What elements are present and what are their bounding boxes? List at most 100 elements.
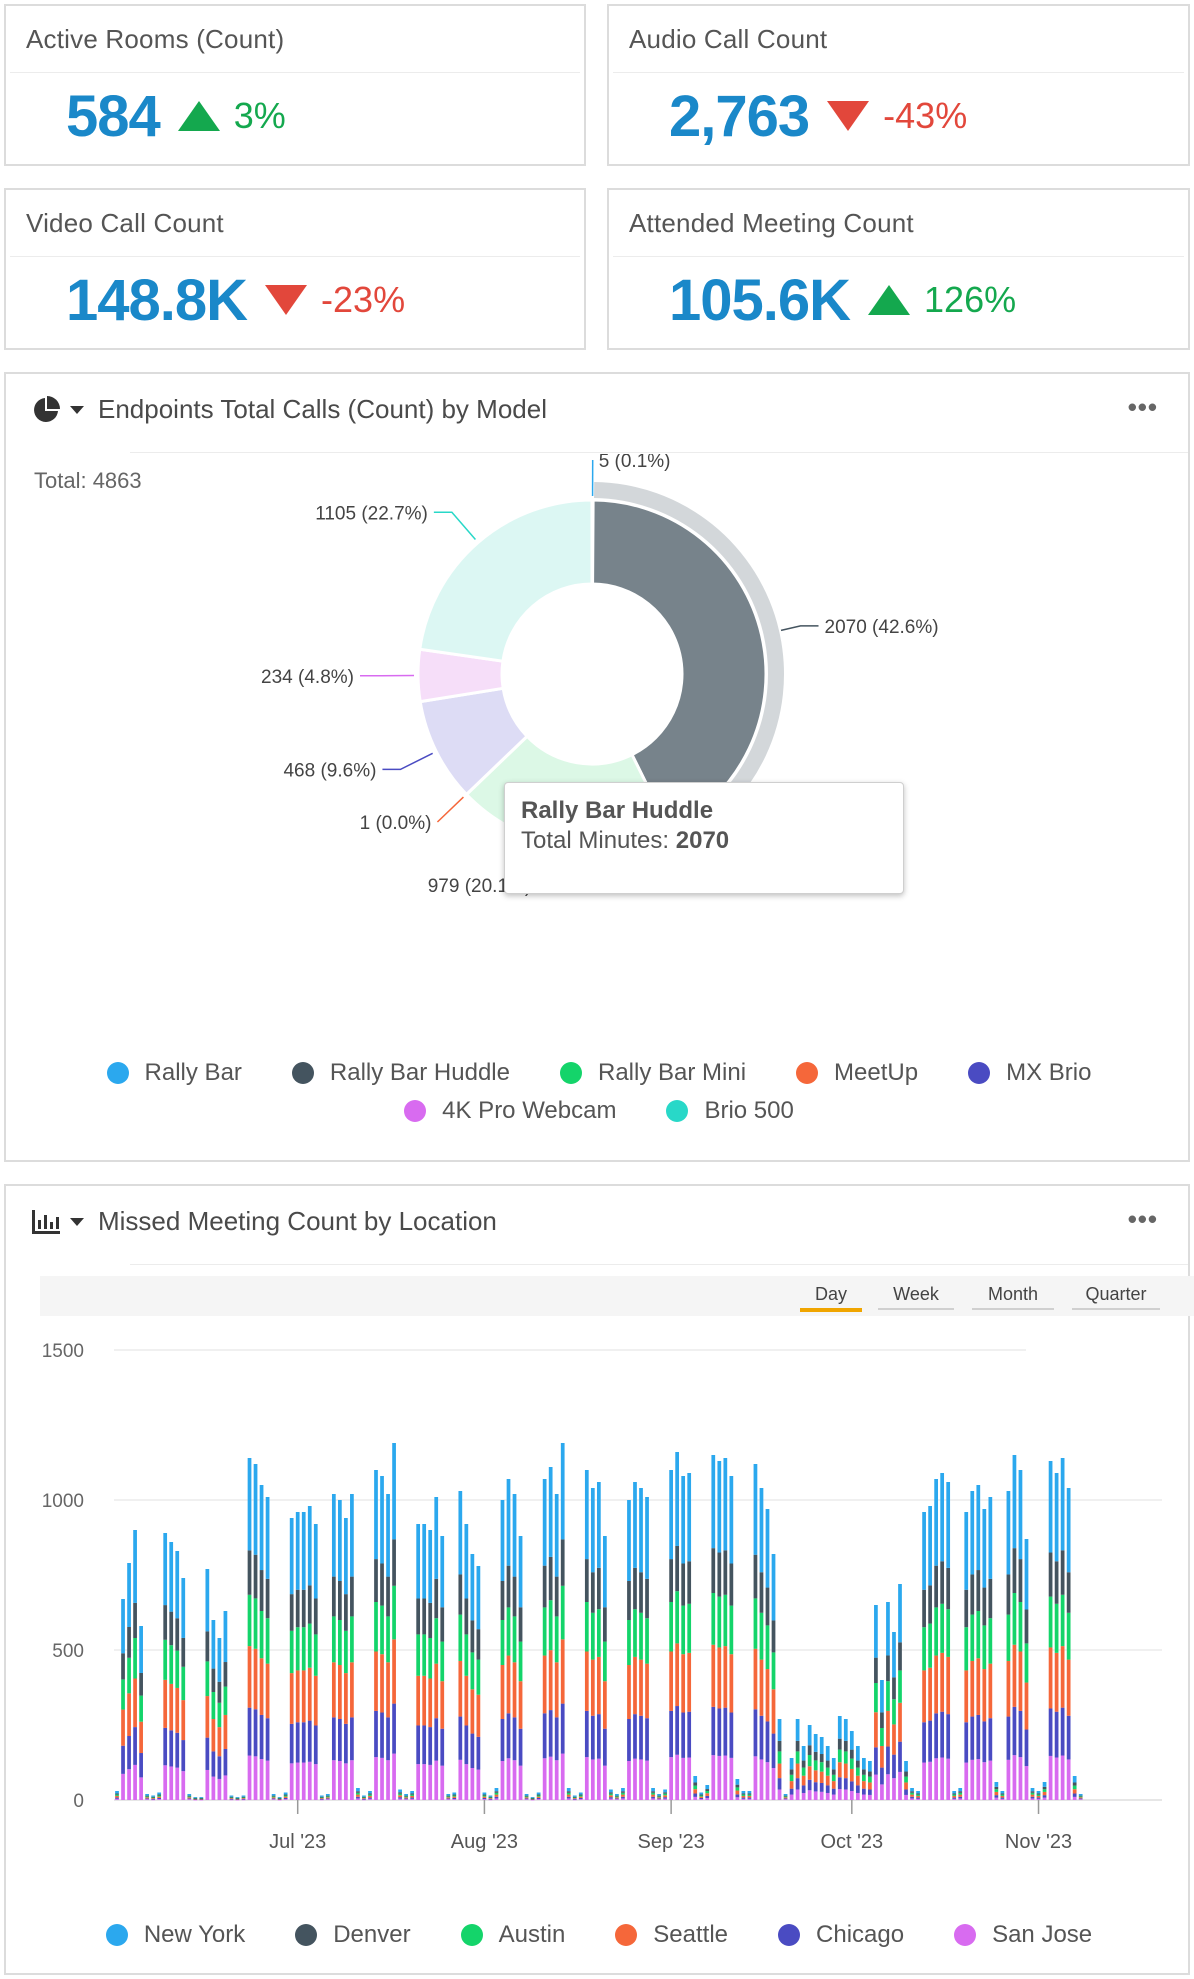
bar-segment-san-jose[interactable]: [193, 1799, 198, 1801]
bar-segment-denver[interactable]: [458, 1574, 463, 1615]
bar-segment-seattle[interactable]: [886, 1710, 890, 1747]
bar-segment-austin[interactable]: [849, 1758, 854, 1769]
bar-segment-seattle[interactable]: [837, 1762, 842, 1778]
bar-segment-new-york[interactable]: [753, 1464, 758, 1555]
bar-segment-austin[interactable]: [590, 1612, 595, 1660]
bar-segment-seattle[interactable]: [229, 1797, 234, 1799]
bar-segment-new-york[interactable]: [940, 1473, 945, 1562]
bar-segment-new-york[interactable]: [922, 1512, 926, 1590]
bar-segment-denver[interactable]: [970, 1574, 975, 1615]
bar-segment-new-york[interactable]: [386, 1494, 390, 1577]
bar-segment-austin[interactable]: [837, 1749, 842, 1763]
bar-segment-denver[interactable]: [205, 1631, 210, 1662]
bar-segment-chicago[interactable]: [819, 1782, 824, 1792]
bar-segment-austin[interactable]: [506, 1607, 511, 1656]
bar-segment-austin[interactable]: [898, 1670, 902, 1703]
bar-segment-seattle[interactable]: [362, 1797, 366, 1799]
bar-segment-san-jose[interactable]: [145, 1799, 149, 1801]
bar-segment-seattle[interactable]: [590, 1659, 595, 1716]
bar-segment-austin[interactable]: [759, 1612, 764, 1660]
bar-segment-chicago[interactable]: [976, 1714, 981, 1760]
bar-segment-austin[interactable]: [657, 1796, 661, 1798]
bar-segment-denver[interactable]: [368, 1793, 372, 1795]
bar-segment-denver[interactable]: [422, 1598, 427, 1635]
bar-segment-denver[interactable]: [874, 1657, 878, 1683]
bar-segment-san-jose[interactable]: [223, 1775, 228, 1800]
bar-segment-new-york[interactable]: [747, 1791, 752, 1794]
bar-segment-chicago[interactable]: [922, 1722, 926, 1763]
bar-segment-chicago[interactable]: [512, 1717, 517, 1761]
bar-segment-chicago[interactable]: [536, 1797, 541, 1800]
bar-segment-new-york[interactable]: [880, 1680, 884, 1713]
bar-segment-seattle[interactable]: [639, 1659, 643, 1716]
bar-segment-chicago[interactable]: [1036, 1797, 1041, 1799]
bar-segment-san-jose[interactable]: [711, 1755, 716, 1800]
bar-segment-chicago[interactable]: [988, 1718, 993, 1761]
bar-segment-austin[interactable]: [259, 1611, 264, 1659]
bar-segment-san-jose[interactable]: [988, 1760, 993, 1800]
bar-segment-chicago[interactable]: [663, 1797, 667, 1799]
bar-segment-seattle[interactable]: [259, 1658, 264, 1715]
bar-segment-new-york[interactable]: [681, 1476, 686, 1564]
bar-segment-san-jose[interactable]: [530, 1799, 535, 1801]
bar-segment-san-jose[interactable]: [868, 1794, 872, 1800]
bar-segment-san-jose[interactable]: [1042, 1797, 1047, 1800]
bar-segment-san-jose[interactable]: [386, 1760, 390, 1800]
bar-segment-chicago[interactable]: [892, 1754, 896, 1779]
bar-segment-austin[interactable]: [374, 1602, 378, 1652]
bar-segment-seattle[interactable]: [295, 1670, 300, 1723]
bar-segment-chicago[interactable]: [289, 1723, 294, 1764]
bar-segment-denver[interactable]: [133, 1602, 137, 1638]
bar-segment-san-jose[interactable]: [271, 1799, 276, 1801]
bar-segment-seattle[interactable]: [331, 1662, 336, 1718]
bar-segment-san-jose[interactable]: [777, 1789, 782, 1800]
bar-segment-denver[interactable]: [259, 1570, 264, 1611]
bar-segment-san-jose[interactable]: [157, 1799, 162, 1800]
bar-segment-new-york[interactable]: [1024, 1539, 1029, 1610]
bar-segment-seattle[interactable]: [548, 1650, 553, 1711]
bar-segment-seattle[interactable]: [440, 1681, 445, 1729]
bar-segment-san-jose[interactable]: [398, 1798, 402, 1800]
bar-segment-chicago[interactable]: [1048, 1708, 1053, 1756]
bar-segment-denver[interactable]: [380, 1563, 384, 1606]
bar-segment-denver[interactable]: [590, 1572, 595, 1613]
bar-segment-san-jose[interactable]: [753, 1756, 758, 1800]
bar-segment-austin[interactable]: [771, 1652, 776, 1690]
bar-segment-austin[interactable]: [807, 1755, 812, 1767]
bar-segment-san-jose[interactable]: [235, 1799, 240, 1801]
bar-segment-new-york[interactable]: [295, 1512, 300, 1590]
bar-segment-san-jose[interactable]: [265, 1760, 270, 1800]
bar-segment-san-jose[interactable]: [259, 1759, 264, 1800]
bar-segment-seattle[interactable]: [301, 1670, 306, 1723]
bar-segment-seattle[interactable]: [807, 1766, 812, 1780]
bar-segment-chicago[interactable]: [964, 1722, 969, 1763]
bar-segment-chicago[interactable]: [139, 1753, 143, 1778]
bar-segment-new-york[interactable]: [777, 1719, 782, 1741]
bar-segment-san-jose[interactable]: [669, 1757, 673, 1800]
bar-segment-new-york[interactable]: [368, 1791, 372, 1794]
bar-segment-san-jose[interactable]: [211, 1776, 216, 1800]
bar-segment-denver[interactable]: [247, 1550, 252, 1595]
bar-segment-denver[interactable]: [1066, 1572, 1071, 1613]
bar-segment-austin[interactable]: [922, 1627, 926, 1671]
bar-segment-new-york[interactable]: [205, 1569, 210, 1632]
bar-segment-chicago[interactable]: [765, 1721, 770, 1763]
bar-segment-austin[interactable]: [572, 1797, 577, 1799]
bar-segment-denver[interactable]: [572, 1796, 577, 1798]
bar-segment-san-jose[interactable]: [717, 1755, 722, 1800]
bar-segment-new-york[interactable]: [187, 1794, 192, 1796]
bar-segment-austin[interactable]: [350, 1616, 354, 1663]
bar-segment-seattle[interactable]: [506, 1655, 511, 1714]
bar-segment-austin[interactable]: [633, 1609, 637, 1657]
bar-segment-san-jose[interactable]: [566, 1798, 571, 1800]
bar-segment-austin[interactable]: [325, 1796, 330, 1798]
bar-segment-chicago[interactable]: [627, 1719, 631, 1761]
bar-segment-new-york[interactable]: [584, 1470, 589, 1560]
bar-segment-chicago[interactable]: [319, 1798, 324, 1800]
bar-segment-san-jose[interactable]: [735, 1797, 740, 1800]
bar-segment-new-york[interactable]: [1060, 1458, 1065, 1551]
bar-segment-seattle[interactable]: [524, 1797, 529, 1799]
bar-segment-denver[interactable]: [1000, 1793, 1005, 1795]
bar-segment-seattle[interactable]: [729, 1654, 734, 1713]
bar-segment-seattle[interactable]: [705, 1793, 710, 1796]
